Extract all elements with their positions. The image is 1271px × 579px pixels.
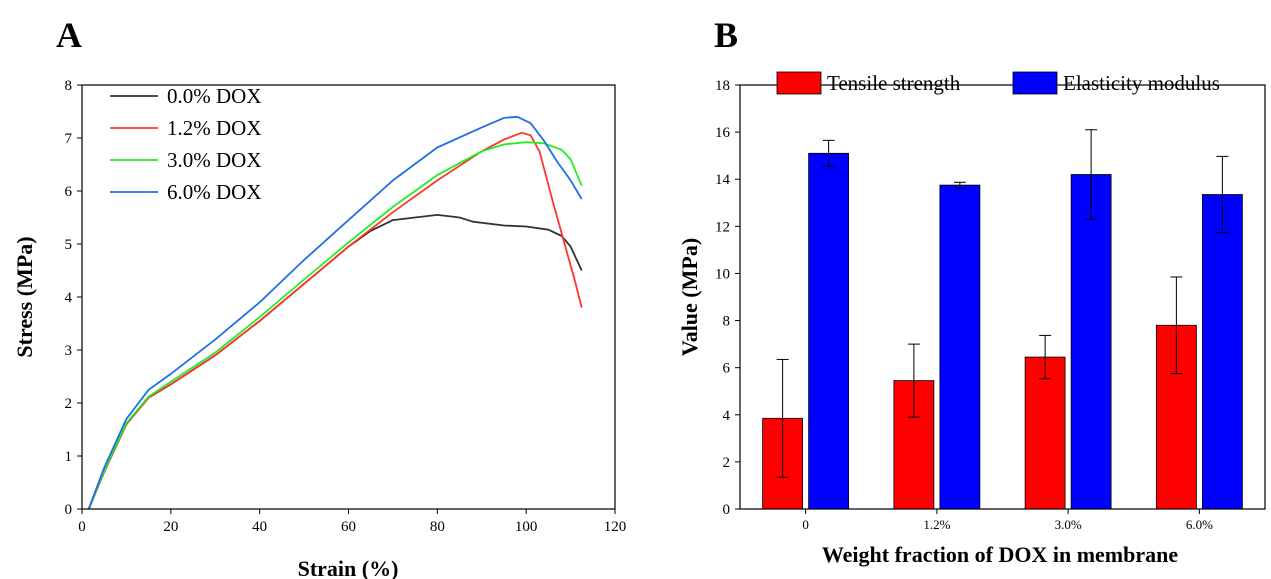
panel-b-label: B (714, 15, 738, 55)
a-xtick-label: 20 (163, 519, 178, 535)
a-series-line-0 (87, 214, 583, 510)
b-ytick-label: 18 (715, 78, 730, 94)
a-legend-label-0: 0.0% DOX (167, 84, 262, 108)
a-series-line-2 (87, 141, 583, 510)
b-legend-label-1: Elasticity modulus (1063, 71, 1220, 95)
b-legend-label-0: Tensile strength (827, 71, 961, 95)
a-xtick-label: 60 (341, 519, 356, 535)
a-ytick-label: 6 (65, 184, 73, 200)
a-series-line-3 (87, 115, 583, 510)
b-bar-1 (1201, 194, 1243, 510)
b-xtick-label: 6.0% (1186, 517, 1213, 532)
a-ytick-label: 3 (65, 343, 73, 359)
a-ytick-label: 5 (65, 237, 73, 253)
a-xtick-label: 80 (430, 519, 445, 535)
b-ylabel: Value (MPa) (677, 238, 702, 356)
b-bar-1 (808, 152, 850, 510)
a-ytick-label: 2 (65, 396, 73, 412)
panel-a-label: A (56, 15, 82, 55)
b-ytick-label: 6 (723, 361, 731, 377)
a-ytick-label: 0 (65, 502, 73, 518)
a-ylabel: Stress (MPa) (12, 236, 37, 357)
b-ytick-label: 16 (715, 125, 731, 141)
b-plot-frame (739, 84, 1266, 510)
a-ytick-label: 1 (65, 449, 73, 465)
b-ytick-label: 14 (715, 172, 731, 188)
bar-chart: 0 2 4 6 8 10 12 14 16 18 0 1.2% 3.0% 6.0% Tensile str… (677, 71, 1266, 567)
a-xlabel: Strain (%) (298, 556, 399, 579)
b-bar-0 (1024, 356, 1066, 510)
a-xtick-label: 120 (604, 519, 627, 535)
b-legend-swatch-0 (776, 71, 822, 95)
b-ytick-label: 2 (723, 455, 731, 471)
b-ytick-label: 10 (715, 266, 730, 282)
b-ytick-label: 0 (723, 502, 731, 518)
b-bar-1 (1070, 174, 1112, 510)
a-xtick-label: 100 (515, 519, 538, 535)
b-xtick-label: 3.0% (1055, 517, 1082, 532)
b-ticks: 0 2 4 6 8 10 12 14 16 18 0 1.2% 3.0% 6.0% (715, 78, 1213, 532)
b-ytick-label: 12 (715, 219, 730, 235)
a-legend-label-1: 1.2% DOX (167, 116, 262, 140)
a-plot-frame (81, 84, 616, 510)
b-bar-1 (939, 184, 981, 510)
b-legend: Tensile strength Elasticity modulus (776, 71, 1220, 95)
a-ticks: 0 20 40 60 80 100 120 0 1 2 3 4 5 6 7 8 (65, 78, 627, 535)
a-ytick-label: 4 (65, 290, 73, 306)
a-ytick-label: 7 (65, 131, 73, 147)
a-legend-label-2: 3.0% DOX (167, 148, 262, 172)
b-ytick-label: 8 (723, 314, 731, 330)
a-xtick-label: 0 (78, 519, 86, 535)
b-xlabel: Weight fraction of DOX in membrane (822, 542, 1178, 567)
a-xtick-label: 40 (252, 519, 267, 535)
b-legend-swatch-1 (1012, 71, 1058, 95)
a-series-line-1 (87, 131, 583, 510)
b-xtick-label: 0 (802, 517, 809, 532)
stress-strain-chart: 0 20 40 60 80 100 120 0 1 2 3 4 5 6 7 8 0.0% DOX 1.2% DO… (12, 78, 626, 579)
b-xtick-label: 1.2% (923, 517, 950, 532)
a-legend: 0.0% DOX 1.2% DOX 3.0% DOX 6.0% DOX (110, 84, 262, 204)
b-ytick-label: 4 (723, 408, 731, 424)
a-ytick-label: 8 (65, 78, 73, 94)
a-legend-label-3: 6.0% DOX (167, 180, 262, 204)
a-series-group (87, 115, 583, 510)
b-bars-group (762, 129, 1243, 510)
